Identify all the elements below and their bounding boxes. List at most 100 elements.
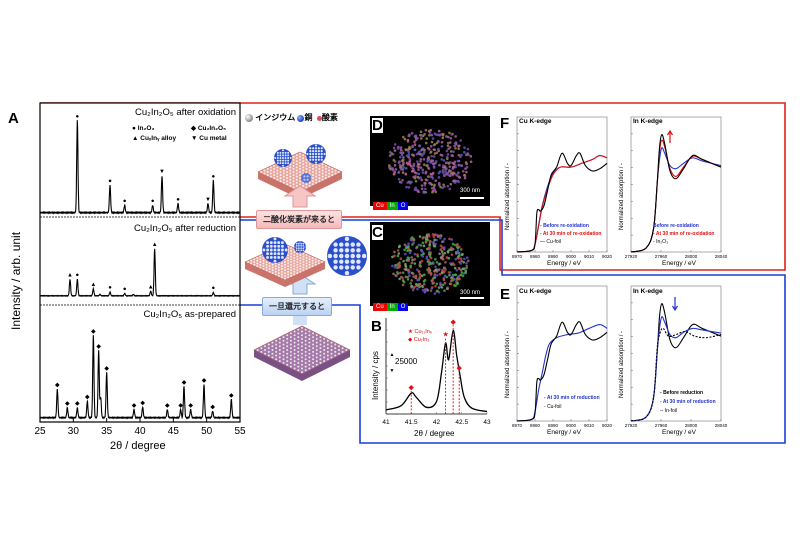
a-trace-label-oxidation: Cu₂In₂O₅ after oxidation [135, 107, 236, 118]
e-cu-xlabel: Energy / eV [547, 429, 581, 436]
f-in-legend-before: Before re-oxidation [653, 224, 699, 229]
B-xtick-label: 41.5 [405, 419, 418, 426]
b-legend-diamond: ◆ Cu₇In₃ [408, 337, 430, 343]
F-Cu-xtick-label: 8980 [530, 254, 541, 259]
legend-text: Before reduction [663, 390, 704, 396]
E-In-xtick-label: 27920 [625, 423, 638, 428]
peak-marker: ● [76, 273, 80, 279]
E-Cu-xtick-label: 8970 [512, 423, 523, 428]
peak-marker: ▲ [152, 242, 158, 248]
scale-arrow-down: ▼ [390, 368, 395, 374]
peak-marker: ▲ [90, 282, 96, 288]
slab-as-prepared [253, 325, 351, 381]
eds-o: O [397, 202, 409, 210]
f-in-legend-30min: - At 30 min of re-oxidation [653, 231, 715, 237]
legend-text: Before re-oxidation [653, 223, 699, 229]
eds-cu: Cu [373, 303, 387, 311]
eds-in: In [386, 303, 398, 311]
a-ylabel: Intensity / arb. unit [9, 231, 23, 330]
peak-marker: ◆ [132, 403, 137, 409]
F-Cu-xtick-label: 9000 [566, 254, 577, 259]
a-legend-cu-metal: ▼ Cu metal [191, 135, 227, 142]
peak-marker: ◆ [96, 344, 101, 350]
peak-marker: ● [212, 174, 216, 180]
a-legend-in2o3: ● In₂O₃ [132, 125, 155, 132]
F-Cu-xtick-label: 9020 [602, 254, 613, 259]
arrow-tail [293, 315, 307, 325]
scale-bar-label-c: 300 nm [460, 290, 481, 296]
a-legend-alloy: ▲ CuₓInᵧ alloy [132, 135, 177, 142]
e-in-ylabel: Normalized absorption / - [619, 330, 625, 398]
b-legend-diamond-label: Cu₇In₃ [413, 337, 430, 343]
f-cu-legend-before: - Before re-oxidation [540, 223, 589, 229]
legend-oxygen: 酸素 [321, 113, 338, 123]
peak-marker: ● [176, 197, 180, 203]
eds-legend-d: Cu In O [373, 195, 409, 211]
f-cu-legend-foil: — Cu-foil [540, 239, 561, 245]
peak-marker: ◆ [165, 403, 170, 409]
xrd-trace-0 [39, 120, 241, 215]
panel-label-e: E [500, 286, 511, 303]
scale-bar [460, 197, 484, 199]
peak-marker: ◆ [91, 329, 96, 335]
scale-bar-label-d: 300 nm [460, 188, 481, 194]
a-xtick-label: 45 [168, 426, 180, 437]
legend-text: Cu-foil [547, 404, 562, 410]
E-Cu-xtick-label: 8990 [548, 423, 559, 428]
co2-arrow-label: 二酸化炭素が来ると [256, 210, 342, 229]
f-in-xlabel: Energy / eV [662, 260, 696, 267]
reduction-arrow-label: 一旦還元すると [262, 297, 332, 316]
legend-text: Cu-foil [546, 239, 561, 245]
peak-marker: ◆ [210, 404, 215, 410]
a-legend-alloy-label: CuₓInᵧ alloy [140, 135, 177, 142]
copper-atom-icon [297, 114, 305, 122]
a-legend-in2o3-label: In₂O₃ [137, 125, 155, 132]
F-In-plot-frame [630, 116, 722, 253]
f-in-ylabel: Normalized absorption / - [619, 162, 625, 230]
F-In-xtick-label: 27960 [655, 254, 668, 259]
peak-marker: ◆ [229, 393, 234, 399]
B-xtick-label: 42.5 [455, 419, 468, 426]
legend-text: In₂O₃ [656, 239, 669, 245]
F-Cu-xtick-label: 8990 [548, 254, 559, 259]
f-in-legend-in2o3: - In₂O₃ [653, 239, 669, 245]
E-Cu-xtick-label: 9000 [566, 423, 577, 428]
b-xlabel: 2θ / degree [414, 429, 455, 438]
peak-marker: ◆ [188, 403, 193, 409]
E-In-xtick-label: 27960 [655, 423, 668, 428]
scale-bar [460, 297, 484, 299]
legend-text: At 30 min of re-oxidation [655, 231, 715, 237]
e-in-xlabel: Energy / eV [662, 429, 696, 436]
red-frame [40, 102, 786, 271]
E-Cu-xtick-label: 8980 [530, 423, 541, 428]
eds-map-c [370, 222, 490, 306]
atom-legend: インジウム 銅 酸素 [245, 114, 338, 122]
E-Cu-xtick-label: 9010 [584, 423, 595, 428]
f-in-title: In K-edge [633, 118, 663, 125]
decrease-arrow-icon [671, 297, 679, 312]
cu-cluster [262, 237, 288, 263]
b-legend-star: ★ Cu₁₁In₉ [408, 329, 432, 335]
e-in-legend-30min: - At 30 min of reduction [660, 399, 716, 405]
oxygen-atom-icon [316, 115, 322, 121]
E-Cu-plot-frame [516, 285, 608, 422]
legend-indium: インジウム [255, 113, 296, 123]
cu-cluster [301, 173, 311, 183]
b-ylabel: Intensity / cps [371, 351, 380, 400]
e-cu-ylabel: Normalized absorption / - [505, 330, 511, 398]
a-trace-label-prepared: Cu₂In₂O₅ as-prepared [143, 309, 236, 320]
F-Cu-xtick-label: 9010 [584, 254, 595, 259]
F-In-series-2 [630, 134, 722, 253]
peak-marker: ◆ [104, 366, 109, 372]
b-peak-marker: ◆ [409, 384, 415, 391]
E-In-xtick-label: 28040 [715, 423, 728, 428]
blue-frame [240, 219, 786, 444]
peak-marker: ● [123, 199, 127, 205]
peak-marker: ▼ [205, 197, 211, 203]
E-In-xtick-label: 28000 [685, 423, 698, 428]
indium-atom-icon [245, 114, 253, 122]
panel-label-f: F [500, 115, 510, 132]
peak-marker: ● [108, 285, 112, 291]
a-xlabel: 2θ / degree [110, 440, 166, 452]
